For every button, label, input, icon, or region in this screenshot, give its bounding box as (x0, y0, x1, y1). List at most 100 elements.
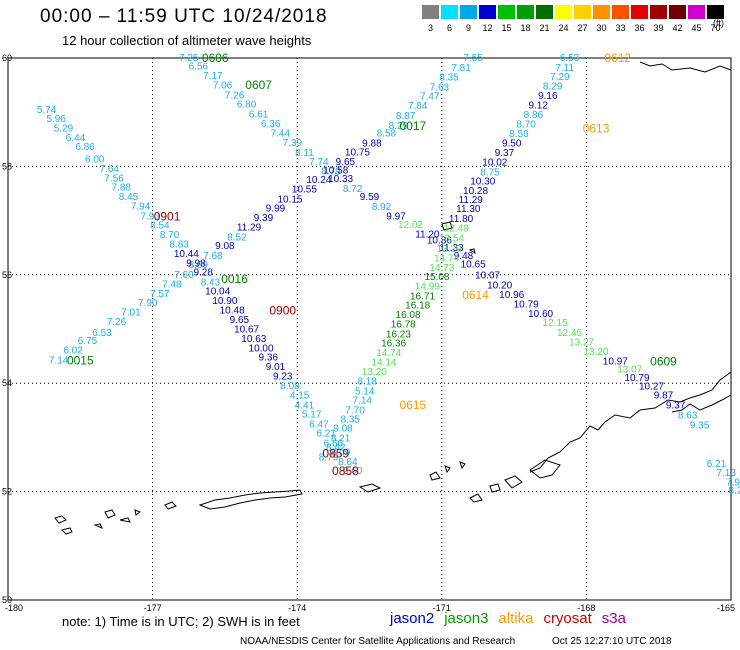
legend-label-70: 70 (710, 23, 721, 33)
lat-lon-grid (7, 57, 732, 601)
track-0016-time-label: 0016 (221, 272, 248, 286)
wave-height-value: 7.44 (271, 128, 291, 139)
wave-height-value: 8.79 (321, 166, 341, 177)
wave-height-value: 7.60 (174, 270, 194, 281)
wave-height-value: 7.47 (420, 91, 440, 102)
wave-height-value: 5.96 (46, 114, 66, 125)
legend-label-6: 6 (446, 23, 452, 33)
wave-height-value: 7.63 (430, 82, 450, 93)
legend-label-33: 33 (615, 23, 626, 33)
wave-height-value: 7.56 (104, 173, 124, 184)
lon-tick-label: -168 (577, 603, 595, 613)
wave-height-value: 7.74 (309, 157, 329, 168)
wave-height-value: 5.29 (54, 123, 74, 134)
wave-height-value: 11.33 (439, 243, 464, 254)
wave-height-value: 8.45 (119, 192, 139, 203)
wave-height-value: 4.41 (295, 400, 315, 411)
wave-height-value: 7.06 (213, 81, 233, 92)
wave-height-value: 4.15 (290, 391, 310, 402)
wave-height-value: 8.70 (516, 120, 536, 131)
wave-height-value: 8.43 (201, 277, 221, 288)
lat-tick-label: 54 (2, 378, 12, 388)
wave-height-value: 6.80 (237, 100, 257, 111)
track-values: 7.256.567.177.067.266.806.616.367.447.39… (37, 53, 740, 497)
wave-height-value: 10.63 (241, 334, 266, 345)
wave-height-value: 8.70 (160, 230, 180, 241)
legend-label-9: 9 (465, 23, 471, 33)
wave-height-value: 8.52 (227, 232, 247, 243)
wave-height-value: 10.24 (306, 175, 331, 186)
wave-height-value: 11.30 (456, 204, 481, 215)
wave-height-value: 9.37 (495, 148, 515, 159)
wave-height-value: 10.44 (174, 249, 199, 260)
track-0859-time-label: 0859 (322, 447, 349, 461)
wave-height-value: 6.02 (63, 346, 83, 357)
wave-height-value: 7.26 (107, 317, 127, 328)
wave-height-value: 9.65 (336, 157, 356, 168)
wave-height-value: 13.20 (362, 367, 387, 378)
alaska-peninsula (529, 371, 732, 473)
generation-timestamp: Oct 25 12:27:10 UTC 2018 (552, 636, 672, 647)
legend-label-30: 30 (596, 23, 607, 33)
wave-height-value: 10.33 (328, 174, 353, 185)
wave-height-value: 10.04 (205, 287, 230, 298)
legend-swatch-30 (593, 5, 610, 19)
wave-height-value: 12.49 (444, 224, 469, 235)
unimak-island (529, 459, 561, 479)
wave-height-value: 12.15 (543, 318, 568, 329)
wave-height-value: 6.53 (92, 328, 112, 339)
wave-height-value: 15.08 (424, 272, 449, 283)
wave-height-value: 13.20 (584, 347, 609, 358)
legend-label-24: 24 (558, 23, 569, 33)
wave-height-value: 8.29 (389, 121, 409, 132)
wave-height-value: 8.75 (480, 167, 500, 178)
wave-height-value: 8.79 (319, 452, 339, 463)
lat-tick-label: 60 (2, 53, 12, 63)
track-0613-time-label: 0613 (583, 121, 610, 135)
wave-height-value: 14.99 (415, 282, 440, 293)
wave-height-value: 13.29 (437, 244, 462, 255)
track-0858-time-label: 0858 (332, 464, 359, 478)
wave-height-value: 9.87 (654, 391, 674, 402)
wave-height-value: 8.54 (150, 220, 170, 231)
pribilof-islands (441, 221, 476, 255)
wave-height-value: 10.20 (487, 281, 512, 292)
wave-height-value: 8.35 (340, 415, 360, 426)
legend-swatch-45 (688, 5, 705, 19)
wave-height-value: 16.71 (410, 291, 435, 302)
wave-height-value: 8.18 (357, 377, 377, 388)
wave-height-value: 8.64 (338, 457, 358, 468)
wave-height-value: 7.39 (283, 138, 303, 149)
satellite-key: jason2 jason3 altika cryosat s3a (390, 610, 636, 627)
wave-height-value: 9.99 (266, 204, 286, 215)
wave-height-value: 7.14 (353, 396, 373, 407)
atka-island (198, 489, 303, 510)
wave-height-value: 10.48 (220, 306, 245, 317)
wave-height-value: 9.08 (215, 241, 235, 252)
wave-height-value: 10.79 (514, 300, 539, 311)
satellite-jason3: jason3 (444, 610, 489, 627)
wave-height-value: 7.13 (716, 468, 736, 479)
legend-swatch-9 (460, 5, 477, 19)
alaska-coast-north (639, 61, 732, 73)
wave-height-value: 10.55 (292, 185, 317, 196)
wave-height-value: 13.54 (439, 233, 464, 244)
wave-height-value: 9.36 (259, 353, 279, 364)
wave-height-value: 8.87 (396, 111, 416, 122)
legend-swatch-39 (650, 5, 667, 19)
wave-height-value: 10.00 (249, 344, 274, 355)
wave-height-value: 8.92 (372, 202, 392, 213)
satellite-cryosat: cryosat (543, 610, 592, 627)
legend-label-18: 18 (520, 23, 531, 33)
wave-height-value: 14.73 (429, 263, 454, 274)
wave-height-value: 7.95 (726, 477, 740, 488)
wave-height-value: 12.02 (398, 220, 423, 231)
aleutian-islands-mid (358, 461, 466, 493)
wave-height-value: 8.09 (189, 260, 209, 271)
wave-height-value: 6.44 (66, 133, 86, 144)
color-legend: 3 6 9 12 15 18 21 24 27 30 33 36 39 42 45 70 (422, 5, 730, 35)
wave-height-value: 6.47 (309, 419, 329, 430)
aleutian-islands-west (54, 501, 177, 535)
credit-line: NOAA/NESDIS Center for Satellite Applica… (240, 636, 516, 647)
